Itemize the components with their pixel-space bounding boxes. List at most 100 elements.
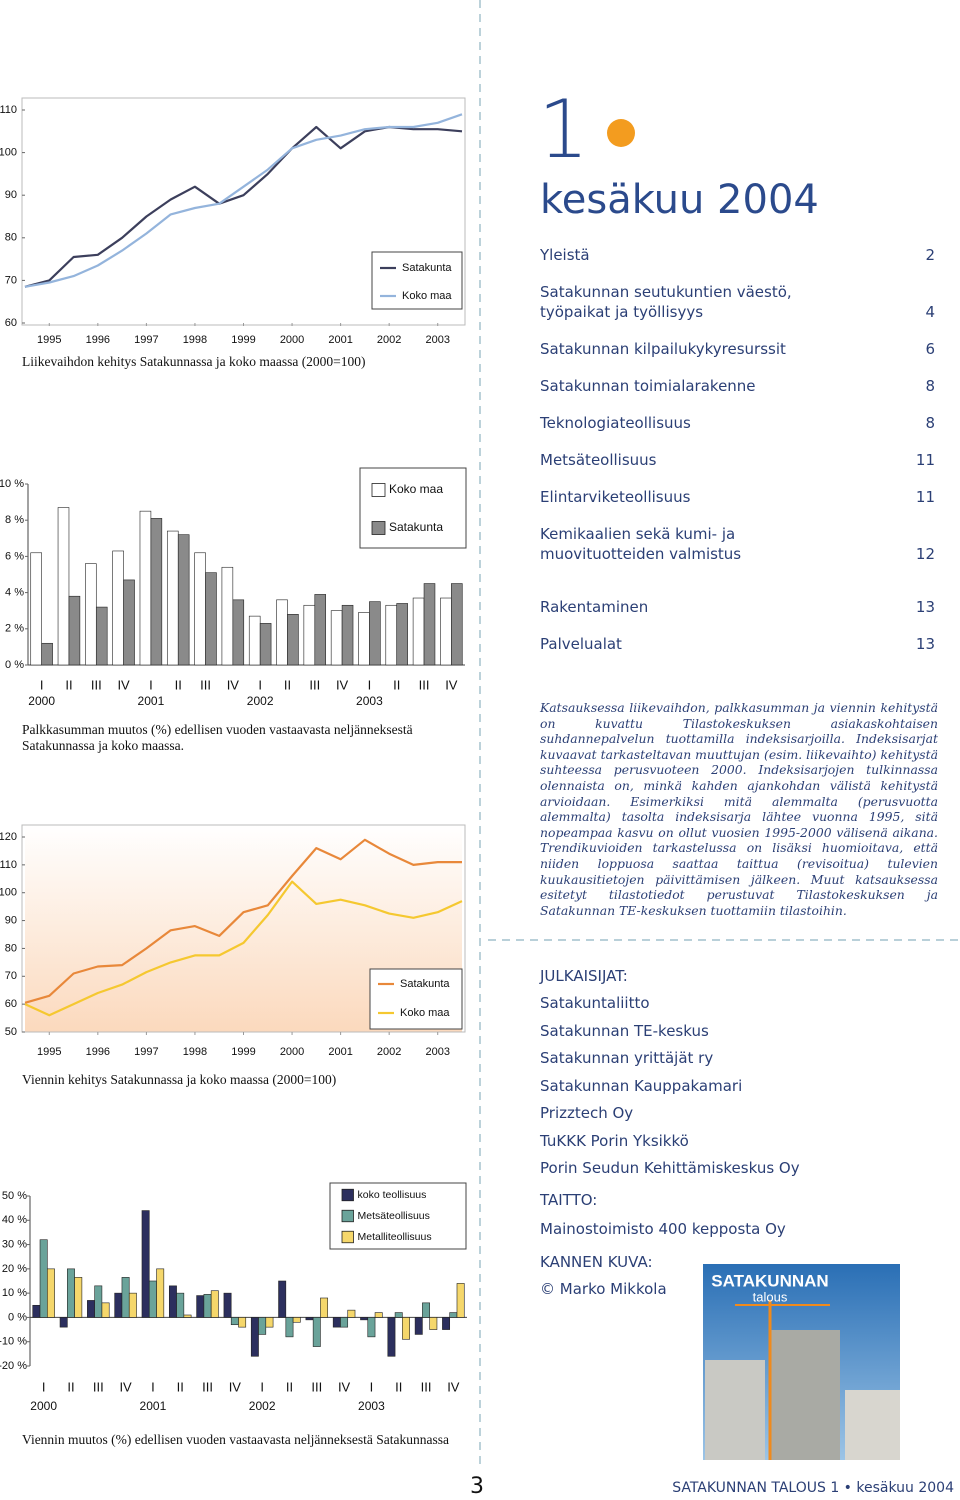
bar: [176, 1292, 185, 1318]
x-tick-label: IV: [336, 677, 349, 692]
x-tick-label: II: [177, 1379, 184, 1394]
publisher: Porin Seudun Kehittämiskeskus Oy: [540, 1159, 800, 1177]
bar: [360, 1317, 369, 1321]
toc-title: Satakunnan kilpailukykyresurssit: [540, 340, 786, 358]
y-tick-label: 110: [0, 104, 17, 116]
chart: 60 70 80 90 100 110 1995 1996 1997 1998 1999 2000 20…: [0, 97, 466, 346]
toc-title: Metsäteollisuus: [540, 451, 657, 469]
y-tick-label: 120: [0, 831, 17, 843]
bar: [41, 642, 53, 666]
y-tick-label: 0 %: [8, 1311, 27, 1323]
x-tick-label: III: [311, 1379, 322, 1394]
y-tick-label: 80: [5, 232, 17, 244]
x-tick-label: III: [309, 677, 320, 692]
bar: [203, 1294, 212, 1318]
x-tick-label: I: [42, 1379, 46, 1394]
issue-date: kesäkuu 2004: [540, 177, 819, 223]
x-tick-label: 2000: [280, 334, 304, 346]
issue-number: 1: [538, 83, 589, 176]
cover-building: [705, 1360, 765, 1460]
x-tick-label: II: [65, 677, 72, 692]
year-label: 2000: [28, 694, 55, 708]
bar: [278, 1280, 287, 1318]
layout-name: Mainostoimisto 400 kepposta Oy: [540, 1220, 786, 1238]
x-tick-label: 1995: [37, 1046, 61, 1058]
chart: -20 %-10 %0 %10 %20 %30 %40 %50 %I II III I…: [0, 1182, 467, 1413]
toc-page: 12: [915, 545, 935, 563]
x-tick-label: 1999: [231, 1046, 255, 1058]
legend-box: [371, 251, 463, 310]
series-line: [24, 838, 462, 1004]
toc-entry: Rakentaminen 13: [540, 597, 935, 617]
x-tick-label: I: [149, 677, 153, 692]
x-tick-label: 1998: [183, 334, 207, 346]
bar: [57, 507, 70, 666]
y-tick-label: 70: [5, 274, 17, 286]
bar: [396, 603, 408, 666]
x-tick-label: 1997: [134, 1046, 158, 1058]
chart-caption: Viennin kehitys Satakunnassa ja koko maa…: [22, 1072, 337, 1087]
x-tick-label: I: [40, 677, 44, 692]
bar: [156, 1268, 165, 1318]
legend-label: Koko maa: [400, 1007, 450, 1019]
bar: [150, 518, 163, 666]
x-tick-label: I: [368, 677, 372, 692]
toc-title: Rakentaminen: [540, 598, 649, 616]
toc-page: 8: [925, 377, 935, 395]
year-label: 2001: [140, 1399, 167, 1413]
x-tick-label: III: [419, 677, 430, 692]
x-tick-label: IV: [338, 1379, 351, 1394]
y-tick-label: 20 %: [2, 1263, 27, 1275]
y-tick-label: -20 %: [0, 1360, 27, 1372]
x-tick-label: I: [258, 677, 262, 692]
y-tick-label: 30 %: [2, 1238, 27, 1250]
bar: [230, 1317, 239, 1326]
legend-swatch: [371, 483, 386, 497]
layout-heading: TAITTO:: [540, 1191, 598, 1209]
table-of-contents: Yleistä 2 Satakunnan seutukuntien väestö, …: [540, 245, 935, 671]
bar: [210, 1290, 219, 1318]
cover-building: [845, 1390, 900, 1460]
bar: [429, 1317, 438, 1330]
bar: [32, 1304, 41, 1318]
y-tick-label: 40 %: [2, 1214, 27, 1226]
bar: [394, 1312, 403, 1318]
x-tick-label: 2002: [377, 1046, 401, 1058]
toc-title: Kemikaalien sekä kumi- ja muovituotteide…: [540, 525, 742, 563]
x-tick-label: 1996: [86, 1046, 110, 1058]
y-tick-label: 50: [5, 1026, 17, 1038]
bar: [59, 1317, 68, 1328]
toc-title: Palvelualat: [540, 635, 622, 653]
publisher: Satakunnan yrittäjät ry: [540, 1049, 714, 1067]
y-tick-label: 60: [5, 317, 17, 329]
cover-image: SATAKUNNAN talous: [703, 1264, 900, 1460]
y-tick-label: 90: [5, 189, 17, 201]
bar: [314, 594, 327, 666]
bar: [330, 610, 343, 666]
toc-entry: Yleistä 2: [540, 245, 935, 265]
toc-entry: Satakunnan kilpailukykyresurssit 6: [540, 339, 935, 359]
y-tick-label: 2 %: [5, 623, 24, 635]
toc-entry: Palvelualat 13: [540, 634, 935, 654]
cover-heading: KANNEN KUVA:: [540, 1253, 653, 1271]
legend-swatch: [371, 521, 386, 535]
y-tick-label: 0 %: [5, 659, 24, 671]
legend-label: Satakunta: [389, 520, 443, 534]
x-tick-label: III: [202, 1379, 213, 1394]
bar: [358, 612, 370, 666]
toc-page: 11: [915, 451, 935, 469]
cover-title: SATAKUNNAN: [711, 1271, 828, 1290]
x-tick-label: III: [93, 1379, 104, 1394]
bar: [451, 583, 463, 666]
bar: [166, 530, 179, 666]
bar: [387, 1317, 396, 1357]
bar: [303, 604, 316, 666]
y-tick-label: -10 %: [0, 1336, 27, 1348]
y-tick-label: 100: [0, 887, 17, 899]
bar: [141, 1210, 150, 1318]
x-tick-label: 2002: [377, 334, 401, 346]
bar: [265, 1317, 274, 1328]
x-tick-label: II: [284, 677, 291, 692]
bar: [101, 1302, 110, 1318]
